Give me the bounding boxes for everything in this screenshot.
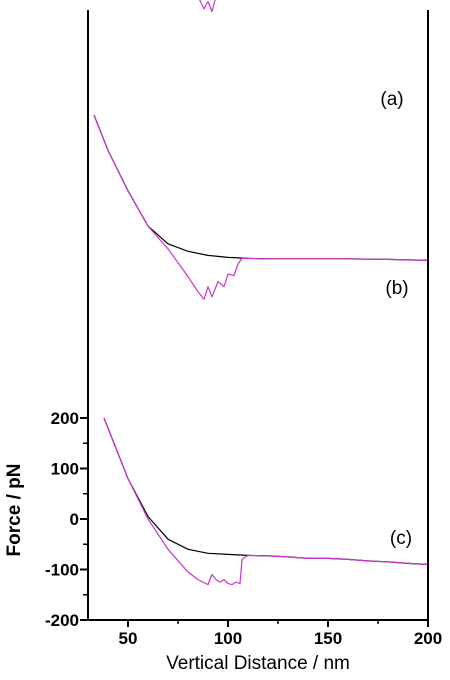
curve-3-series-1: [103, 417, 429, 566]
y-tick-label-0: 200: [51, 409, 79, 428]
y-tick-label-2: 0: [70, 510, 79, 529]
curve-2-series-2: [93, 114, 429, 300]
panel-label-2: (b): [385, 278, 408, 299]
y-axis: 200 100 0 -100 -200: [45, 409, 88, 630]
y-tick-label-3: -100: [45, 561, 79, 580]
panel-label-3: (c): [390, 528, 412, 549]
x-tick-label-0: 50: [119, 629, 138, 648]
x-tick-label-1: 100: [214, 629, 242, 648]
plot-frame: [88, 10, 428, 620]
curve-2-series-1: [93, 114, 429, 261]
x-axis: 50 100 150 200: [119, 620, 442, 648]
x-tick-label-3: 200: [414, 629, 442, 648]
panel-label-1: (a): [380, 89, 403, 110]
curve-3-series-2: [103, 417, 429, 586]
y-tick-label-1: 100: [51, 460, 79, 479]
y-axis-title: Force / pN: [4, 464, 25, 557]
curve-1-series-2: [199, 0, 216, 13]
x-tick-label-2: 150: [314, 629, 342, 648]
x-axis-title: Vertical Distance / nm: [166, 653, 350, 674]
panel-labels: (a) (b) (c): [380, 89, 412, 549]
y-tick-label-4: -200: [45, 611, 79, 630]
curves-layer: [93, 0, 429, 586]
